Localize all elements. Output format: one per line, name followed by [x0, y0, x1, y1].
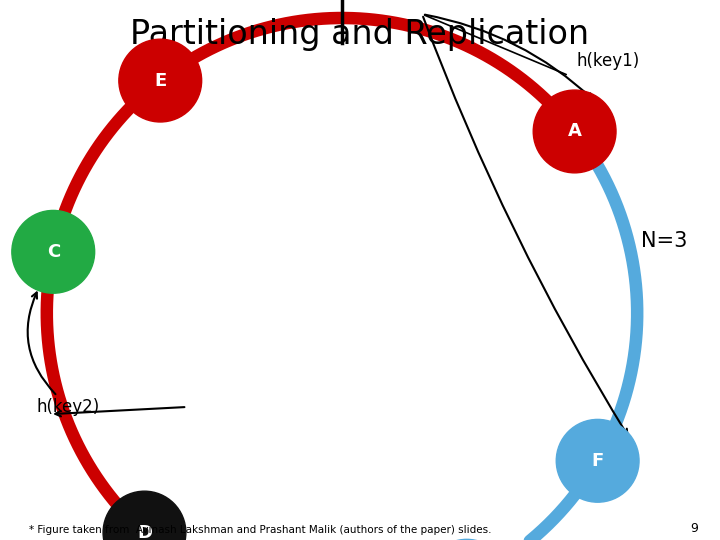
Circle shape — [12, 211, 94, 293]
Text: h(key2): h(key2) — [36, 398, 99, 416]
Text: 9: 9 — [690, 522, 698, 535]
Text: C: C — [47, 243, 60, 261]
Text: D: D — [137, 524, 152, 540]
Circle shape — [119, 39, 202, 122]
Text: A: A — [567, 123, 582, 140]
Circle shape — [557, 420, 639, 502]
Text: Partitioning and Replication: Partitioning and Replication — [130, 18, 590, 51]
Text: E: E — [154, 72, 166, 90]
Text: N=3: N=3 — [641, 231, 687, 251]
Circle shape — [103, 491, 186, 540]
Text: h(key1): h(key1) — [576, 52, 639, 70]
Text: * Figure taken from  Avinash Lakshman and Prashant Malik (authors of the paper) : * Figure taken from Avinash Lakshman and… — [29, 524, 491, 535]
Circle shape — [534, 90, 616, 173]
Text: F: F — [592, 452, 604, 470]
Circle shape — [426, 539, 508, 540]
